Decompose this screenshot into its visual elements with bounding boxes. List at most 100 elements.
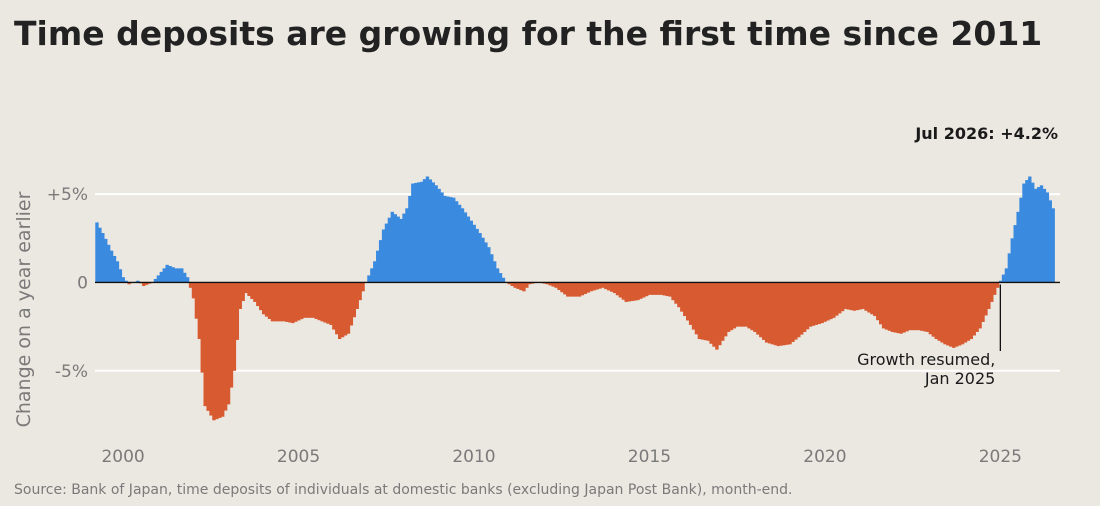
bar-positive bbox=[109, 250, 114, 283]
bar-negative bbox=[829, 282, 833, 320]
bar-negative bbox=[729, 282, 734, 331]
bar-negative bbox=[212, 282, 216, 421]
bar-negative bbox=[142, 282, 146, 287]
bar-positive bbox=[98, 227, 102, 283]
bar-negative bbox=[957, 282, 962, 346]
bar-positive bbox=[121, 277, 125, 283]
bar-negative bbox=[905, 282, 909, 332]
bar-negative bbox=[194, 282, 199, 319]
bar-positive bbox=[463, 212, 468, 283]
bar-negative bbox=[197, 282, 202, 340]
bar-negative bbox=[656, 282, 661, 295]
bar-negative bbox=[630, 282, 634, 302]
bar-negative bbox=[299, 282, 304, 320]
annotations: Jul 2026: +4.2% Growth resumed,Jan 2025 bbox=[857, 124, 1058, 388]
bar-negative bbox=[235, 282, 240, 340]
bar-negative bbox=[960, 282, 965, 345]
bar-negative bbox=[995, 282, 1000, 288]
bar-negative bbox=[688, 282, 693, 325]
bar-negative bbox=[273, 282, 278, 322]
bar-negative bbox=[881, 282, 886, 329]
bar-negative bbox=[191, 282, 196, 299]
bar-negative bbox=[241, 282, 245, 302]
bar-negative bbox=[934, 282, 938, 340]
bar-positive bbox=[414, 182, 418, 283]
bar-negative bbox=[513, 282, 517, 288]
bar-positive bbox=[498, 273, 503, 283]
bar-negative bbox=[946, 282, 950, 346]
bar-negative bbox=[618, 282, 623, 298]
bar-positive bbox=[484, 242, 488, 283]
bar-negative bbox=[203, 282, 207, 407]
bar-negative bbox=[507, 282, 511, 285]
bar-negative bbox=[797, 282, 801, 338]
bar-negative bbox=[925, 282, 930, 332]
bar-negative bbox=[253, 282, 257, 302]
x-tick-label: 2015 bbox=[628, 447, 671, 467]
bar-positive bbox=[1010, 238, 1014, 283]
bar-negative bbox=[855, 282, 859, 311]
bar-negative bbox=[305, 282, 310, 318]
bar-positive bbox=[1031, 182, 1035, 283]
bar-negative bbox=[665, 282, 669, 297]
bar-negative bbox=[320, 282, 324, 322]
bar-negative bbox=[232, 282, 237, 371]
bar-negative bbox=[326, 282, 330, 324]
bar-negative bbox=[703, 282, 707, 341]
bar-negative bbox=[750, 282, 754, 331]
bar-positive bbox=[370, 268, 374, 283]
bar-negative bbox=[990, 282, 994, 302]
bar-negative bbox=[987, 282, 991, 309]
bar-positive bbox=[384, 223, 389, 283]
y-axis-title: Change on a year earlier bbox=[13, 191, 35, 427]
bar-negative bbox=[887, 282, 892, 331]
bar-positive bbox=[425, 176, 430, 283]
bar-negative bbox=[820, 282, 824, 324]
bar-negative bbox=[218, 282, 222, 418]
bar-negative bbox=[808, 282, 813, 327]
bar-positive bbox=[171, 267, 175, 283]
bar-negative bbox=[338, 282, 342, 340]
bar-positive bbox=[153, 278, 158, 283]
y-tick-label: 0 bbox=[77, 273, 88, 293]
bar-negative bbox=[715, 282, 719, 350]
bar-negative bbox=[963, 282, 968, 343]
bar-negative bbox=[756, 282, 760, 335]
bar-negative bbox=[843, 282, 848, 309]
bar-negative bbox=[264, 282, 269, 317]
bar-positive bbox=[180, 268, 184, 283]
bar-negative bbox=[595, 282, 599, 290]
bar-positive bbox=[501, 277, 506, 283]
bar-negative bbox=[612, 282, 617, 294]
bar-positive bbox=[460, 208, 465, 283]
bar-positive bbox=[408, 195, 412, 283]
bar-negative bbox=[823, 282, 827, 322]
bar-negative bbox=[721, 282, 725, 341]
bar-negative bbox=[352, 282, 356, 318]
bar-negative bbox=[294, 282, 298, 322]
bar-positive bbox=[112, 255, 117, 283]
bar-negative bbox=[724, 282, 728, 337]
bar-negative bbox=[700, 282, 704, 340]
x-tick-label: 2020 bbox=[803, 447, 846, 467]
chart-title: Time deposits are growing for the first … bbox=[14, 14, 1043, 53]
bar-negative bbox=[653, 282, 658, 295]
bar-negative bbox=[639, 282, 643, 299]
bar-positive bbox=[1028, 176, 1032, 283]
bar-positive bbox=[1016, 211, 1020, 283]
y-tick-label: -5% bbox=[55, 362, 88, 382]
bar-positive bbox=[101, 233, 105, 283]
bar-negative bbox=[922, 282, 927, 332]
bar-positive bbox=[185, 277, 190, 283]
bar-positive bbox=[1036, 187, 1041, 283]
bar-negative bbox=[276, 282, 280, 322]
bar-negative bbox=[361, 282, 365, 292]
bar-positive bbox=[168, 266, 172, 283]
bar-negative bbox=[917, 282, 921, 331]
bar-positive bbox=[446, 196, 450, 283]
bar-negative bbox=[589, 282, 593, 292]
bar-positive bbox=[162, 268, 166, 283]
bar-negative bbox=[832, 282, 836, 318]
bar-negative bbox=[785, 282, 789, 345]
